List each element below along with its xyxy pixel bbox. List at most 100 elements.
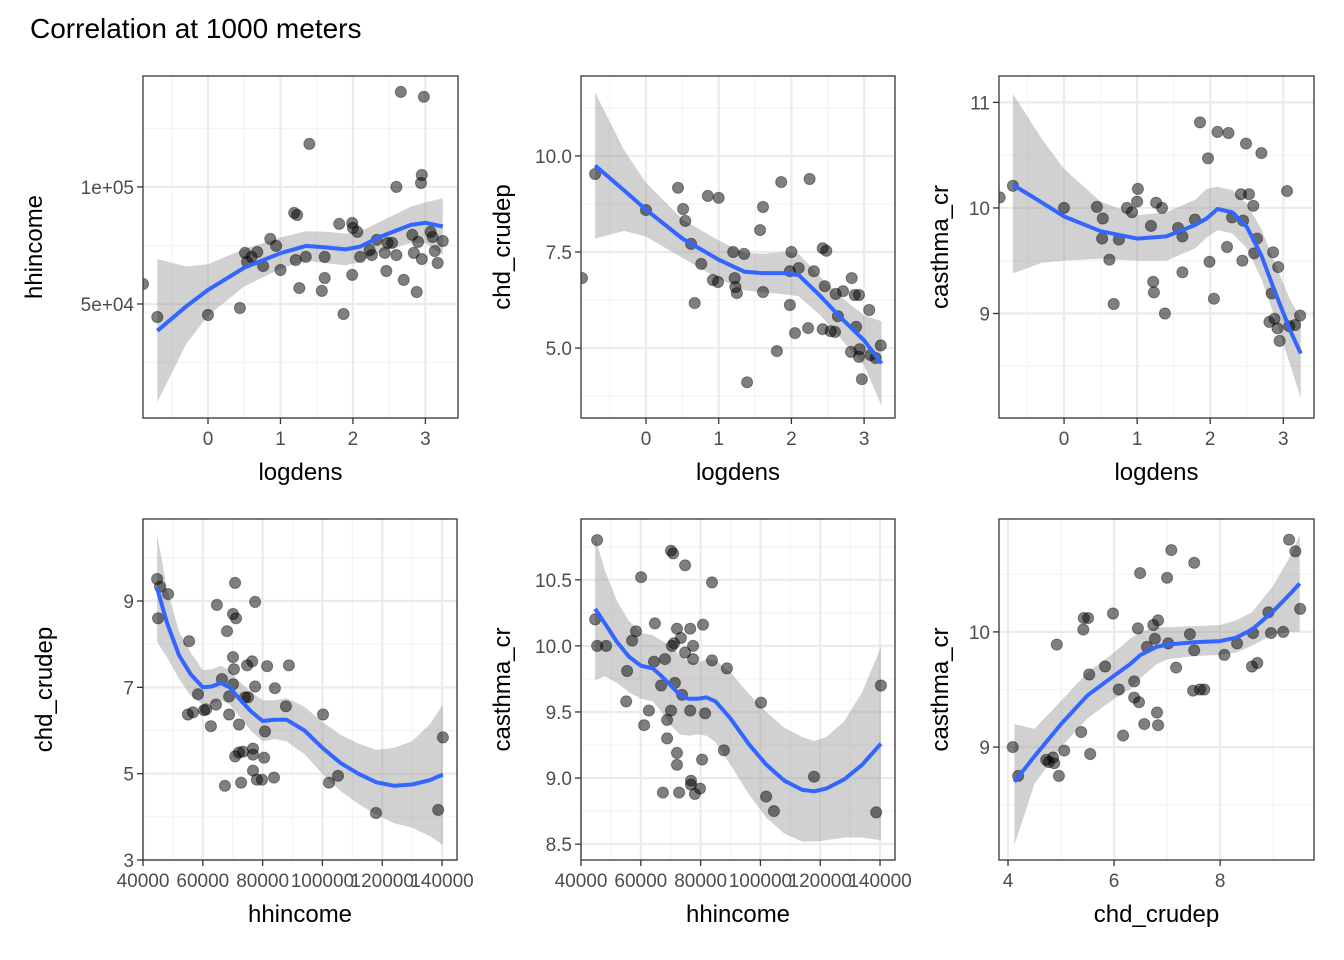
data-point [1294,602,1307,616]
data-point [1165,544,1178,557]
data-point [802,322,815,335]
data-point [874,339,887,352]
data-point [1128,675,1141,688]
y-tick-label: 7 [123,678,134,699]
data-point [679,214,692,227]
x-tick-label: 100000 [291,871,354,892]
data-point [151,310,164,324]
data-point [1239,137,1253,150]
x-tick-label: 140000 [848,871,911,892]
x-tick-label: 6 [1109,871,1120,892]
data-point [236,745,249,758]
data-point [162,588,175,601]
data-point [229,612,243,625]
x-axis-title: chd_crudep [1094,901,1219,928]
y-tick-label: 9 [979,305,990,326]
smooth-line [1012,582,1302,783]
smooth-line [593,163,884,365]
y-tick-label: 10.0 [535,147,572,168]
data-point [1247,199,1260,212]
data-point [1283,533,1296,546]
data-point [1083,668,1096,681]
data-point [1158,307,1172,320]
data-point [258,725,272,738]
data-point [220,625,234,638]
y-axis-title: casthma_cr [927,185,954,309]
data-point [1201,152,1215,165]
data-point [818,280,831,293]
data-point [705,576,719,589]
y-tick-label: 7.5 [546,243,572,264]
panel-border [998,75,1315,419]
data-point [785,245,798,259]
data-point [246,655,259,668]
x-tick-label: 2 [348,429,359,450]
data-point [687,639,700,653]
data-point [369,806,383,820]
data-point [699,707,712,720]
data-point [1058,744,1071,757]
panel-border [142,518,458,861]
data-point [1050,638,1063,651]
data-point [235,776,248,789]
data-point [1272,261,1285,274]
confidence-band [1012,93,1301,398]
data-point [415,168,428,182]
y-tick-label: 5.0 [546,339,572,360]
data-point [261,660,274,673]
confidence-band [595,537,881,842]
data-point [1057,201,1071,214]
panel-border [998,518,1315,861]
data-point [807,265,821,278]
data-point [727,245,740,259]
data-point [717,744,731,757]
data-point [279,700,292,713]
data-point [870,806,883,819]
data-point [1188,556,1201,569]
data-point [1273,334,1286,347]
data-point [730,287,744,300]
y-tick-label: 10.0 [535,637,572,658]
data-point [1198,683,1211,696]
data-point [852,350,866,363]
data-point [249,595,262,609]
panel-grid: 0 1 2 3 5e+04 1e+05 logdens hhincome 0 1 2 3 5.0 7.5 1… [21,75,1315,928]
data-point [760,790,773,803]
data-point [1271,322,1284,335]
data-point [315,284,328,297]
data-point [249,680,262,693]
data-point [1255,147,1268,160]
data-point [397,273,410,286]
data-point [648,617,662,630]
data-point [667,547,680,560]
x-axis-title: hhincome [686,901,790,928]
data-point [267,771,281,784]
data-point [1277,625,1290,639]
data-point [268,682,281,695]
data-point [417,90,430,103]
x-axis-title: logdens [258,459,342,486]
data-point [1082,612,1095,625]
data-point [151,612,165,625]
data-point [1138,718,1151,731]
data-point [1147,275,1160,288]
data-point [412,235,425,248]
data-point [270,239,283,252]
x-tick-label: 0 [641,429,652,450]
data-point [293,282,306,295]
data-point [226,651,240,664]
data-point [807,770,821,783]
data-point [1150,706,1164,719]
y-tick-label: 10 [969,199,990,220]
y-axis-title: casthma_cr [489,627,516,751]
data-point [210,598,223,612]
data-point [1242,188,1256,201]
data-point [1155,201,1169,214]
data-point [186,706,199,719]
data-point [695,257,708,270]
panel-background [581,76,895,418]
x-tick-label: 3 [859,429,870,450]
y-axis-title: chd_crudep [489,184,516,309]
x-tick-label: 80000 [674,871,727,892]
x-tick-label: 0 [1059,429,1070,450]
